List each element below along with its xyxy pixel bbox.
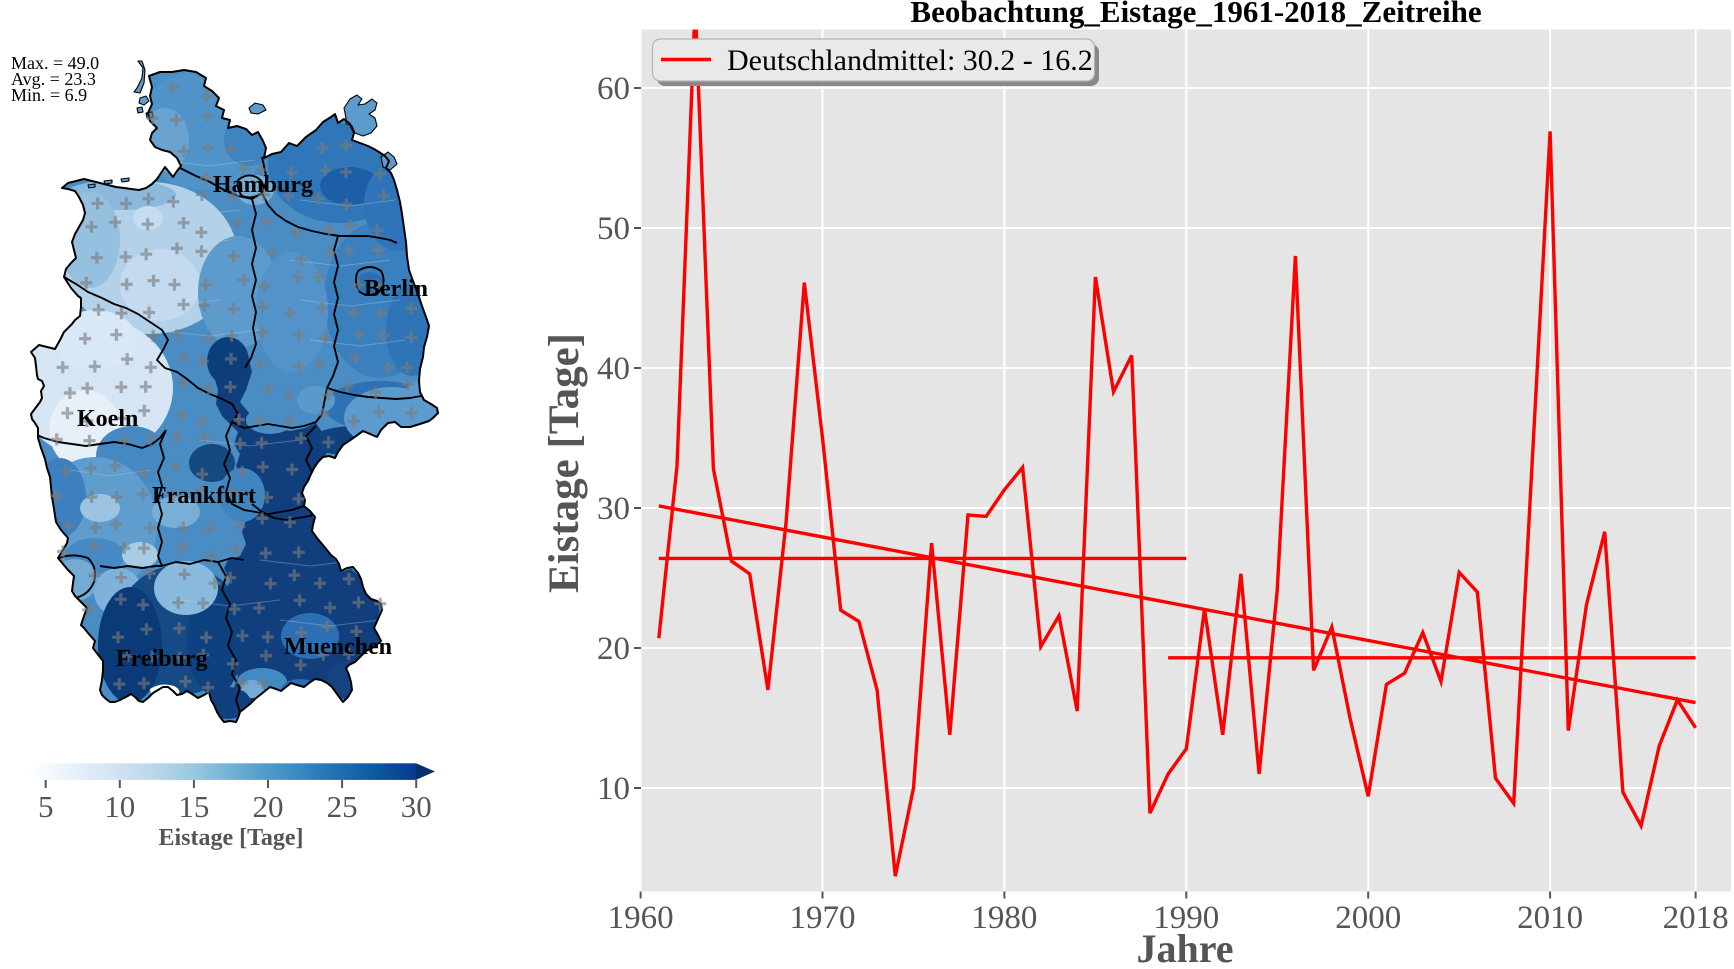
svg-text:1990: 1990 [1153,900,1219,936]
svg-text:Jahre: Jahre [1136,926,1233,969]
svg-text:Frankfurt: Frankfurt [152,483,256,509]
svg-text:Muenchen: Muenchen [284,634,392,660]
svg-text:1960: 1960 [608,900,674,936]
svg-text:Hamburg: Hamburg [213,172,313,198]
svg-text:Min. = 6.9: Min. = 6.9 [11,85,87,105]
svg-text:15: 15 [178,789,209,824]
svg-text:2010: 2010 [1517,900,1583,936]
svg-text:Max. = 49.0: Max. = 49.0 [11,53,99,73]
svg-text:20: 20 [253,789,284,824]
svg-text:30: 30 [401,789,432,824]
svg-text:20: 20 [597,631,630,667]
svg-text:Berlin: Berlin [364,276,428,302]
svg-text:Koeln: Koeln [77,406,138,432]
svg-text:25: 25 [327,789,358,824]
svg-text:1980: 1980 [971,900,1037,936]
svg-text:Eistage [Tage]: Eistage [Tage] [158,825,303,851]
svg-text:2000: 2000 [1335,900,1401,936]
svg-text:60: 60 [597,71,630,107]
svg-text:Eistage [Tage]: Eistage [Tage] [541,333,588,593]
svg-text:30: 30 [597,491,630,527]
svg-text:Freiburg: Freiburg [116,646,208,672]
svg-text:Beobachtung_Eistage_1961-2018_: Beobachtung_Eistage_1961-2018_Zeitreihe [910,0,1481,29]
svg-text:5: 5 [38,789,54,824]
svg-text:2018: 2018 [1663,900,1729,936]
svg-text:Avg. = 23.3: Avg. = 23.3 [11,69,96,89]
svg-text:50: 50 [597,211,630,247]
svg-text:10: 10 [104,789,135,824]
svg-text:Deutschlandmittel: 30.2 - 16.2: Deutschlandmittel: 30.2 - 16.2 [727,44,1093,77]
svg-text:1970: 1970 [790,900,856,936]
svg-text:40: 40 [597,351,630,387]
svg-text:10: 10 [597,771,630,807]
